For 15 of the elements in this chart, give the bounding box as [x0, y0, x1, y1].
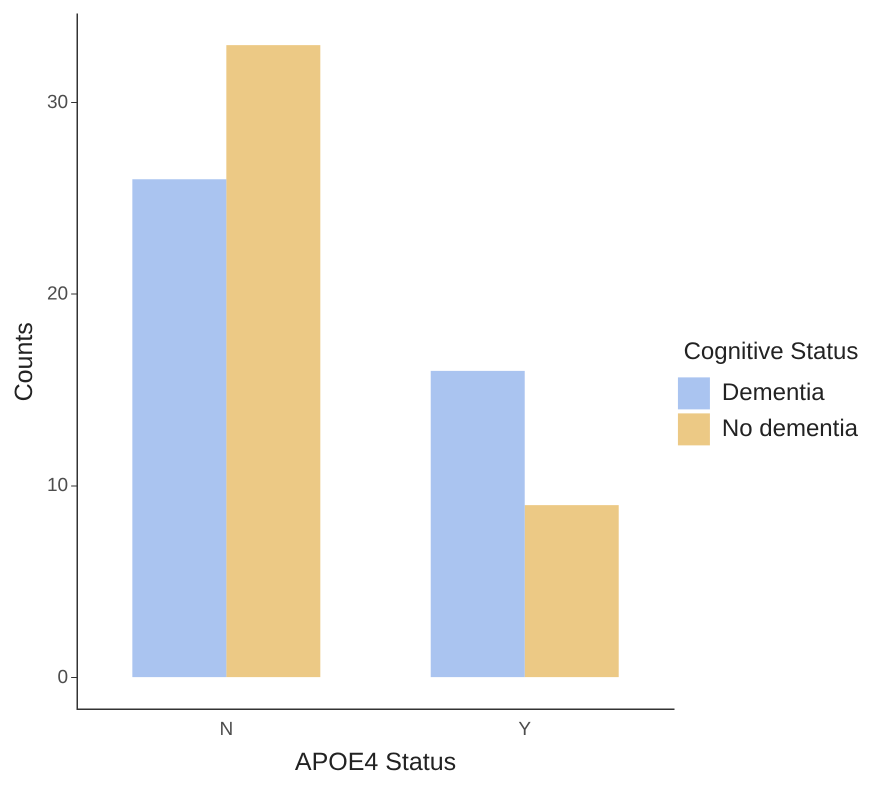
x-tick-label: N: [219, 718, 234, 740]
legend-title: Cognitive Status: [684, 338, 858, 366]
y-tick-label: 30: [46, 92, 68, 113]
bar: [132, 179, 226, 678]
bar: [524, 505, 619, 678]
bar: [430, 370, 525, 678]
legend-label: Dementia: [722, 379, 826, 406]
bar: [226, 45, 320, 678]
x-tick-label: Y: [518, 718, 532, 740]
legend-label: No dementia: [722, 415, 859, 442]
y-tick-label: 10: [46, 475, 68, 496]
y-tick-label: 0: [58, 666, 68, 688]
y-tick-label: 20: [46, 283, 68, 304]
x-axis-title: APOE4 Status: [294, 748, 456, 776]
y-axis-title: Counts: [10, 322, 38, 402]
